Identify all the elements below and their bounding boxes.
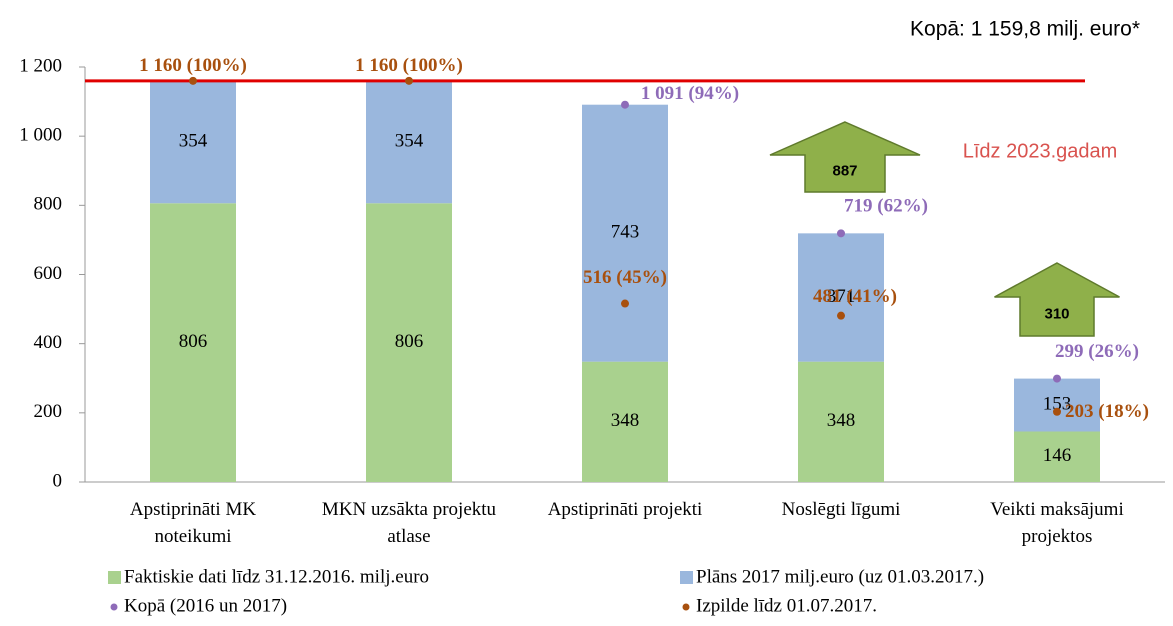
legend-label: Faktiskie dati līdz 31.12.2016. milj.eur… [124,566,429,587]
point-label: 481 (41%) [813,286,897,307]
point [621,299,629,308]
point [405,76,413,85]
bar-label: 153 [1043,393,1072,414]
point-label: 1 160 (100%) [355,55,463,76]
bar-segment [366,80,452,204]
bar-label: 354 [179,130,208,151]
legend-label: Kopā (2016 un 2017) [124,595,287,616]
bar-label: 371 [827,286,856,307]
point [1053,407,1061,416]
bar-segment [366,203,452,482]
x-tick-label: Apstiprināti MK noteikumi [129,499,257,547]
point-label: 516 (45%) [583,267,667,288]
arrow [994,262,1120,337]
point [1053,374,1061,383]
legend-swatch [680,571,693,584]
y-tick-label: 0 [53,470,63,491]
x-tick-label: Noslēgti līgumi [781,499,901,520]
bar-segment [150,80,236,204]
point-label: 1 160 (100%) [139,55,247,76]
y-tick-label: 1 000 [19,125,62,146]
point-label: 719 (62%) [844,196,928,217]
y-tick-label: 200 [34,401,63,422]
bar-label: 348 [611,410,640,431]
legend-swatch [110,603,118,611]
bar-segment [798,361,884,482]
chart-title: Kopā: 1 159,8 milj. euro* [910,18,1140,41]
arrow [769,121,921,193]
bar-segment [150,203,236,482]
x-tick-label: MKN uzsākta projektu atlase [321,499,497,547]
point-label: 1 091 (94%) [641,83,739,104]
bar-segment [798,233,884,362]
bar-label: 806 [179,331,208,352]
point [189,76,197,85]
y-tick-label: 800 [34,194,63,215]
bar-label: 743 [611,222,640,243]
bar-label: 348 [827,410,856,431]
x-tick-label: Veikti maksājumi projektos [990,499,1124,547]
y-tick-label: 600 [34,263,63,284]
bar-label: 806 [395,331,424,352]
target-label: Līdz 2023.gadam [963,140,1118,162]
legend-label: Izpilde līdz 01.07.2017. [696,595,877,616]
arrow-label: 310 [1044,305,1069,322]
point [837,311,845,320]
bar-segment [1014,378,1100,432]
bar-segment [582,361,668,482]
point-label: 203 (18%) [1065,401,1149,422]
legend-label: Plāns 2017 milj.euro (uz 01.03.2017.) [696,566,984,587]
y-tick-label: 1 200 [19,55,62,76]
bar-label: 146 [1043,445,1072,466]
point [621,100,629,109]
bar-segment [582,104,668,362]
x-tick-label: Apstiprināti projekti [547,499,703,520]
point-label: 299 (26%) [1055,341,1139,362]
legend-swatch [682,603,690,611]
y-tick-label: 400 [34,332,63,353]
bar-segment [1014,431,1100,482]
bar-label: 354 [395,130,424,151]
arrow-label: 887 [832,162,857,179]
legend-swatch [108,571,121,584]
point [837,229,845,238]
